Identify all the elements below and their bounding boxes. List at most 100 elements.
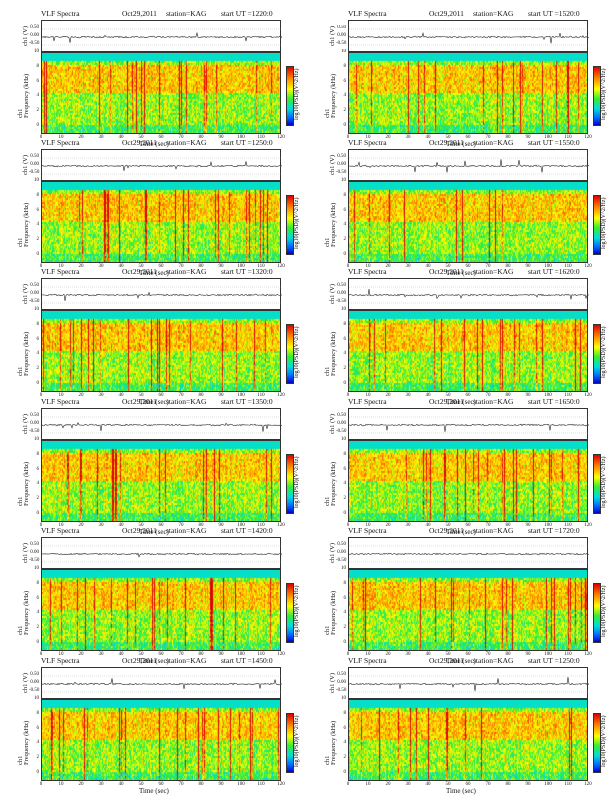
time-tick-label: 60 <box>158 652 164 657</box>
waveform-trace <box>349 31 589 44</box>
time-tick-label: 80 <box>198 523 204 528</box>
waveform-tick-label: 0.00 <box>337 291 346 296</box>
time-tick-label: 100 <box>544 652 552 657</box>
waveform-svg <box>42 28 282 46</box>
waveform-tick-label: 0.50 <box>337 542 346 547</box>
frequency-tick-label: 8 <box>343 451 347 457</box>
spectrogram-canvas <box>42 441 280 521</box>
time-axis-label: Time (sec) <box>139 657 169 665</box>
waveform-tick-label: -0.50 <box>336 299 347 304</box>
time-tick-label: 110 <box>564 264 572 269</box>
frequency-tick-label: 0 <box>36 381 40 386</box>
panel-start-time: start UT =1450:0 <box>221 656 273 665</box>
colorbar-label: log10(PSD)(V^2/Hz) <box>601 68 607 120</box>
waveform-tick-label: 0.50 <box>30 542 39 547</box>
colorbar-label: log10(PSD)(V^2/Hz) <box>294 456 300 508</box>
panel-station: station=KAG <box>473 397 514 406</box>
time-tick-label: 110 <box>257 135 265 140</box>
time-tick-label: 60 <box>465 264 471 269</box>
time-tick-label: 10 <box>58 652 64 657</box>
frequency-tick-label: 0 <box>343 511 347 516</box>
spectrogram-canvas <box>42 311 280 391</box>
spectrogram-canvas <box>42 570 280 650</box>
frequency-tick-label: 10 <box>341 307 346 312</box>
frequency-tick-label: 2 <box>343 237 347 243</box>
frequency-tick-label: 6 <box>36 725 40 731</box>
panel-station: station=KAG <box>166 397 207 406</box>
frequency-axis-label: ch1 Frequency (kHz) <box>17 720 30 765</box>
panel-start-time: start UT =1420:0 <box>221 526 273 535</box>
frequency-tick-label: 8 <box>36 710 40 716</box>
time-axis-label: Time (sec) <box>446 787 476 795</box>
waveform-tick-label: -0.50 <box>336 558 347 563</box>
time-tick-label: 20 <box>385 523 391 528</box>
time-tick-label: 0 <box>346 135 350 140</box>
panel-date: Oct29,2011 <box>122 9 157 18</box>
panel-date: Oct29,2011 <box>429 9 464 18</box>
frequency-axis-label: ch1 Frequency (kHz) <box>17 202 30 247</box>
panel-start-time: start UT =1320:0 <box>221 267 273 276</box>
time-tick-label: 0 <box>346 652 350 657</box>
spectrogram <box>41 699 281 781</box>
panel-header: VLF Spectra Oct29,2011 station=KAG start UT… <box>311 137 601 149</box>
spectrogram <box>41 440 281 522</box>
spectrogram-canvas <box>349 570 587 650</box>
colorbar <box>286 66 294 126</box>
time-tick-label: 110 <box>564 393 572 398</box>
time-tick-label: 60 <box>158 264 164 269</box>
spectra-panel-5: VLF Spectra Oct29,2011 station=KAG start UT… <box>4 525 300 665</box>
time-tick-label: 70 <box>178 652 184 657</box>
time-tick-label: 80 <box>505 523 511 528</box>
time-tick-label: 100 <box>237 652 245 657</box>
time-axis-label: Time (sec) <box>446 398 476 406</box>
frequency-tick-label: 6 <box>36 78 40 84</box>
time-tick-label: 10 <box>365 393 371 398</box>
frequency-tick-label: 8 <box>343 321 347 327</box>
panel-header: VLF Spectra Oct29,2011 station=KAG start UT… <box>4 137 294 149</box>
colorbar <box>593 583 601 643</box>
colorbar-label: log10(PSD)(V^2/Hz) <box>294 585 300 637</box>
frequency-tick-label: 0 <box>36 770 40 775</box>
time-tick-label: 80 <box>505 135 511 140</box>
panel-header: VLF Spectra Oct29,2011 station=KAG start UT… <box>4 525 294 537</box>
time-tick-label: 40 <box>118 264 124 269</box>
time-tick-label: 100 <box>237 393 245 398</box>
spectra-panel-7: VLF Spectra Oct29,2011 station=KAG start UT… <box>311 8 607 148</box>
panel-station: station=KAG <box>166 138 207 147</box>
time-tick-label: 90 <box>218 523 224 528</box>
frequency-tick-label: 8 <box>36 580 40 586</box>
panel-title: VLF Spectra <box>41 526 80 535</box>
time-tick-label: 70 <box>485 523 491 528</box>
time-tick-label: 0 <box>39 135 43 140</box>
waveform-axis-label: ch1 (V) <box>329 283 336 304</box>
spectrogram <box>41 181 281 263</box>
waveform-svg <box>42 286 282 304</box>
panel-title: VLF Spectra <box>348 267 387 276</box>
colorbar-label: log10(PSD)(V^2/Hz) <box>294 715 300 767</box>
waveform-svg <box>349 545 589 563</box>
time-tick-label: 120 <box>584 652 592 657</box>
colorbar-label: log10(PSD)(V^2/Hz) <box>294 197 300 249</box>
frequency-axis-label: ch1 Frequency (kHz) <box>17 461 30 506</box>
frequency-tick-label: 4 <box>36 740 40 746</box>
spectra-panel-8: VLF Spectra Oct29,2011 station=KAG start UT… <box>311 137 607 277</box>
waveform-plot <box>348 537 589 569</box>
time-tick-label: 40 <box>118 523 124 528</box>
panel-title: VLF Spectra <box>348 526 387 535</box>
frequency-tick-label: 2 <box>343 625 347 631</box>
waveform-trace <box>42 422 282 432</box>
waveform-tick-label: 0.00 <box>30 680 39 685</box>
time-tick-label: 0 <box>346 393 350 398</box>
time-tick-label: 0 <box>346 264 350 269</box>
time-tick-label: 90 <box>525 652 531 657</box>
waveform-plot <box>348 20 589 52</box>
waveform-tick-label: -0.50 <box>29 170 40 175</box>
time-tick-label: 0 <box>346 782 350 787</box>
panel-date: Oct29,2011 <box>429 397 464 406</box>
frequency-tick-label: 10 <box>34 49 39 54</box>
colorbar <box>286 324 294 384</box>
time-tick-label: 60 <box>465 782 471 787</box>
time-tick-label: 90 <box>525 782 531 787</box>
waveform-tick-label: -0.50 <box>29 299 40 304</box>
time-tick-label: 80 <box>198 135 204 140</box>
